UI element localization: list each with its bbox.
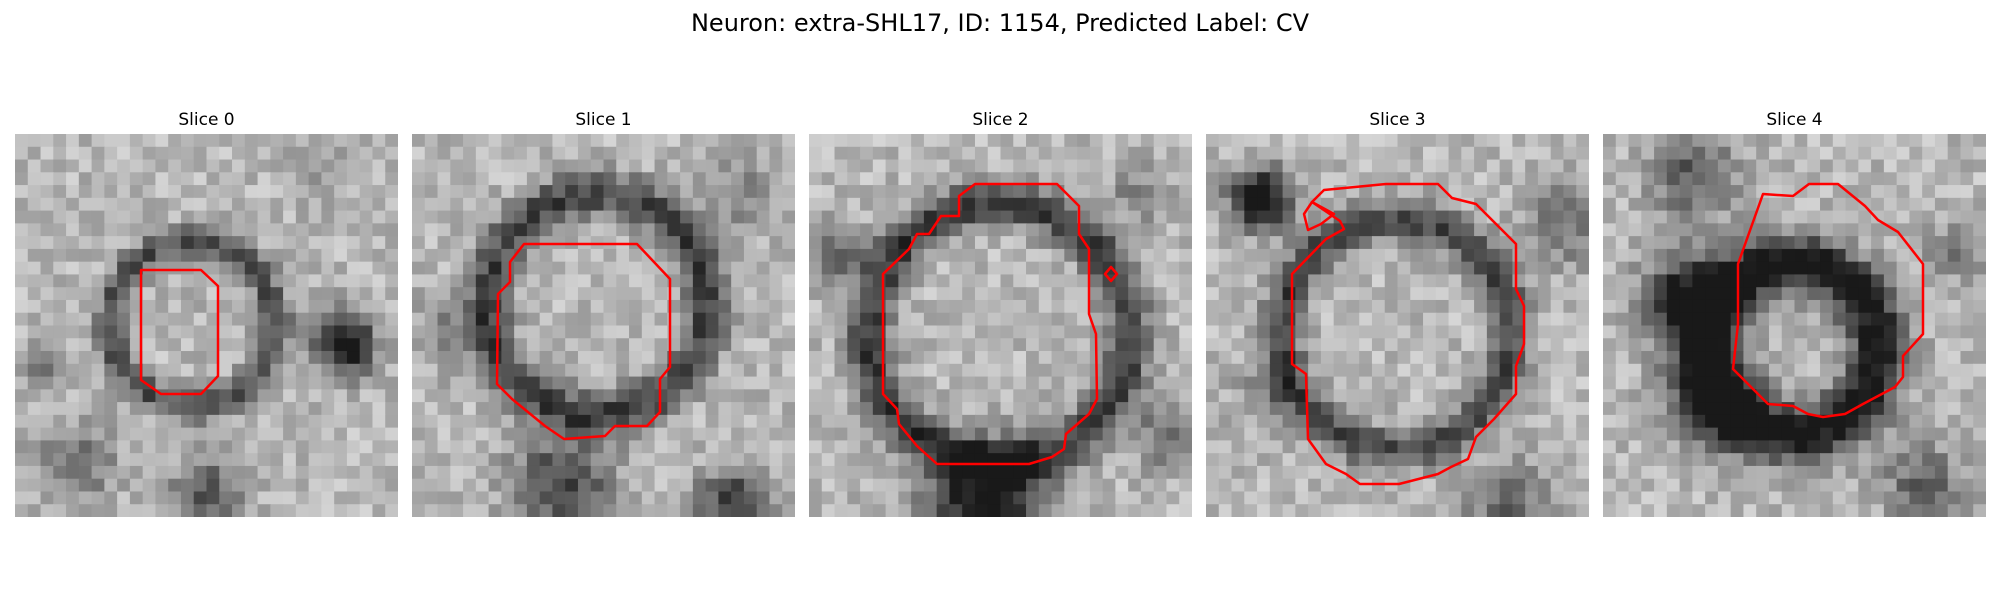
slice-image-2 (809, 134, 1192, 517)
slice-image-4 (1603, 134, 1986, 517)
slice-title-0: Slice 0 (15, 108, 398, 132)
slice-title-1: Slice 1 (412, 108, 795, 132)
slice-image-3 (1206, 134, 1589, 517)
slice-panel-4: Slice 4 (1603, 108, 1986, 522)
slice-title-4: Slice 4 (1603, 108, 1986, 132)
slice-pixels-1 (412, 134, 795, 517)
slice-image-0 (15, 134, 398, 517)
slice-title-3: Slice 3 (1206, 108, 1589, 132)
slice-image-1 (412, 134, 795, 517)
slice-pixels-4 (1603, 134, 1986, 517)
slice-pixels-0 (15, 134, 398, 517)
slice-panel-1: Slice 1 (412, 108, 795, 522)
slice-pixels-3 (1206, 134, 1589, 517)
slice-panel-0: Slice 0 (15, 108, 398, 522)
slice-pixels-2 (809, 134, 1192, 517)
slice-panel-3: Slice 3 (1206, 108, 1589, 522)
slice-panel-2: Slice 2 (809, 108, 1192, 522)
slice-title-2: Slice 2 (809, 108, 1192, 132)
